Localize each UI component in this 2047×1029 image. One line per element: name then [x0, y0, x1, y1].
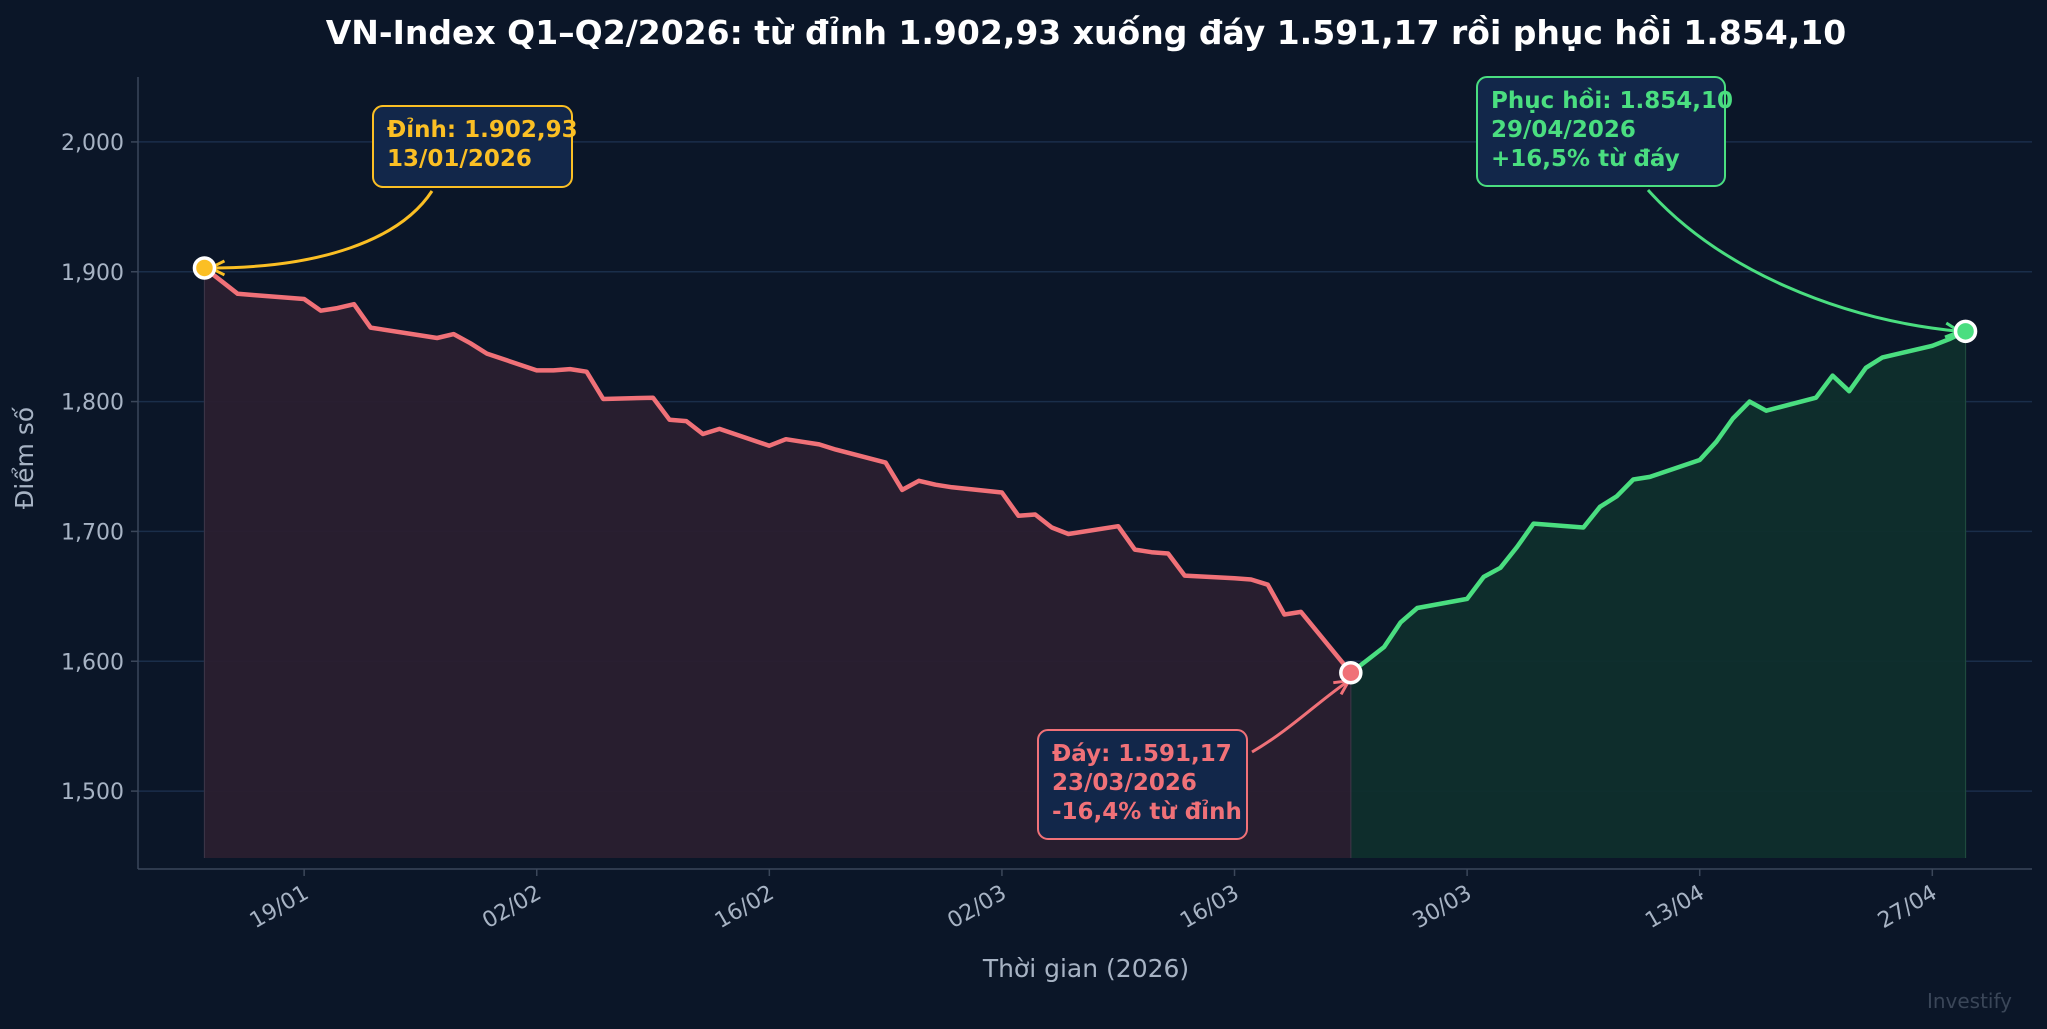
annotation-arrow	[1251, 679, 1350, 754]
annotation-text: -16,4% từ đỉnh	[1052, 799, 1242, 825]
marker-peak	[192, 256, 217, 280]
annotation-box	[1037, 729, 1248, 840]
watermark: Investify	[1927, 989, 2012, 1013]
annotation-recovery: Phục hồi: 1.854,10 29/04/2026 +16,5% từ đá…	[1476, 76, 1978, 344]
area-fill-decline	[204, 267, 1351, 858]
y-tick-label: 1,600	[61, 650, 124, 675]
annotation-box	[372, 105, 573, 188]
annotations: Đỉnh: 1.902,93 13/01/2026 Đáy: 1.591,17 23/…	[192, 76, 1978, 840]
annotation-text: 23/03/2026	[1052, 770, 1197, 796]
annotation-trough: Đáy: 1.591,17 23/03/2026 -16,4% từ đỉnh	[1037, 660, 1363, 840]
series-lines	[202, 265, 1968, 675]
annotation-text: Phục hồi: 1.854,10	[1491, 87, 1733, 114]
annotation-text: +16,5% từ đáy	[1491, 146, 1680, 172]
area-fill-recovery	[1350, 331, 1966, 858]
annotation-text: Đỉnh: 1.902,93	[387, 117, 578, 143]
y-tick-label: 1,700	[61, 520, 124, 545]
annotation-peak: Đỉnh: 1.902,93 13/01/2026	[192, 105, 578, 280]
marker-trough	[1339, 660, 1363, 685]
marker-recovery	[1953, 319, 1978, 344]
y-axis-label: Điểm số	[10, 406, 39, 509]
annotation-arrow	[1646, 188, 1960, 333]
annotation-box	[1476, 76, 1726, 187]
annotation-text: 13/01/2026	[387, 146, 532, 172]
x-axis-label: Thời gian (2026)	[982, 954, 1189, 983]
annotation-text: Đáy: 1.591,17	[1052, 741, 1232, 767]
chart-title: VN-Index Q1–Q2/2026: từ đỉnh 1.902,93 xu…	[326, 13, 1846, 52]
annotation-text: 29/04/2026	[1491, 117, 1636, 143]
y-tick-label: 1,800	[61, 391, 124, 416]
annotation-arrow	[210, 190, 434, 270]
series-line-decline	[202, 265, 1354, 675]
y-tick-label: 2,000	[61, 131, 124, 156]
series-line-recovery	[1348, 329, 1968, 675]
y-tick-label: 1,500	[61, 780, 124, 805]
area-fills	[203, 267, 1967, 858]
y-tick-label: 1,900	[61, 261, 124, 286]
